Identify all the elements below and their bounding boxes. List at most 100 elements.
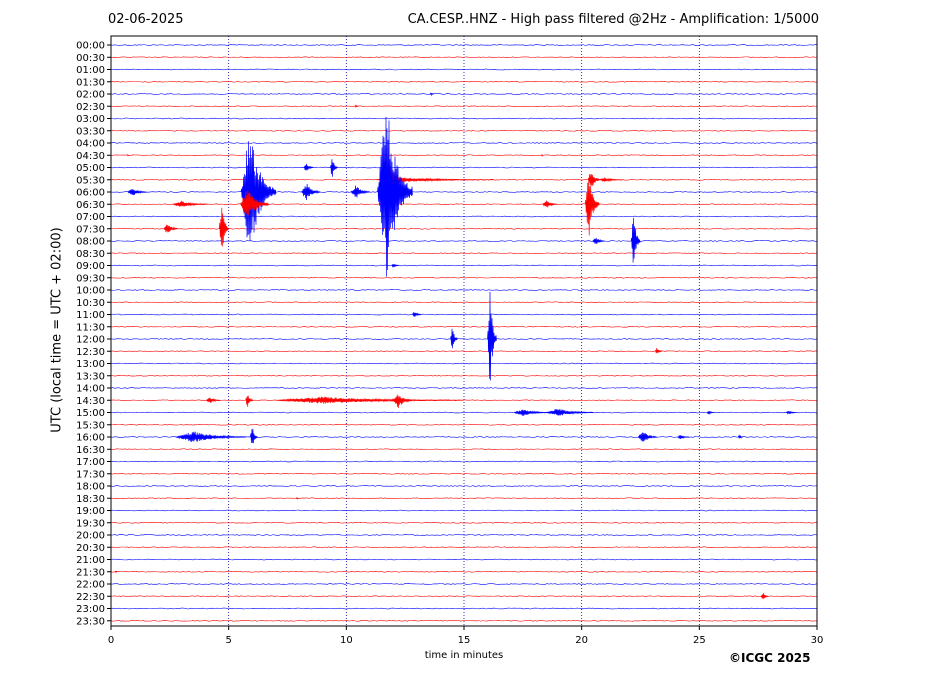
trace-row-0500 (110, 166, 818, 169)
y-tick-label: 14:00 (76, 384, 105, 395)
y-tick-label: 16:30 (76, 445, 105, 456)
y-tick-label: 11:30 (76, 322, 105, 333)
trace-row-0230 (110, 105, 818, 108)
chart-date: 02-06-2025 (108, 12, 184, 27)
trace-row-1930 (110, 521, 818, 524)
event-0630-3 (172, 200, 208, 207)
y-tick-label: 05:00 (76, 163, 105, 174)
trace-row-2030 (110, 546, 818, 549)
y-tick-label: 03:30 (76, 126, 105, 137)
event-1200-14.5 (450, 328, 458, 349)
trace-row-1300 (110, 362, 818, 365)
y-tick-label: 04:00 (76, 139, 105, 150)
x-tick-label: 10 (340, 635, 353, 646)
event-0600-11.7 (377, 116, 413, 277)
trace-row-2300 (110, 607, 818, 610)
event-1100-12.9 (411, 312, 422, 317)
y-tick-label: 07:00 (76, 212, 105, 223)
event-1500-19 (546, 408, 594, 416)
y-tick-label: 20:00 (76, 531, 105, 542)
trace-row-1630 (110, 448, 818, 451)
trace-row-2230 (110, 595, 818, 598)
y-tick-label: 06:00 (76, 188, 105, 199)
event-0600-5.9 (240, 141, 277, 241)
event-0800-20.6 (592, 238, 605, 245)
trace-row-0330 (110, 129, 818, 132)
y-tick-label: 19:00 (76, 506, 105, 517)
event-0630-18.5 (542, 200, 558, 208)
event-2230-27.7 (760, 593, 769, 600)
trace-lines (110, 44, 818, 622)
event-1600-22.6 (637, 432, 657, 442)
y-tick-label: 08:30 (76, 249, 105, 260)
event-1430-9 (275, 396, 464, 404)
trace-row-0000 (110, 44, 818, 46)
trace-row-0630 (110, 203, 818, 206)
y-tick-label: 22:00 (76, 580, 105, 591)
trace-row-2000 (110, 534, 818, 536)
y-tick-label: 20:30 (76, 543, 105, 554)
copyright-notice: ©ICGC 2025 (729, 651, 811, 665)
trace-row-1700 (110, 460, 818, 463)
event-1600-24.2 (677, 434, 690, 440)
event-0200-13.6 (429, 92, 434, 97)
y-tick-label: 17:00 (76, 457, 105, 468)
trace-row-1900 (110, 509, 818, 512)
event-0430-0.7 (126, 154, 130, 157)
x-tick-label: 25 (693, 635, 706, 646)
y-tick-label: 02:30 (76, 102, 105, 113)
event-0530-21 (599, 177, 623, 183)
trace-row-1830 (110, 497, 818, 500)
x-tick-label: 5 (225, 635, 231, 646)
y-tick-label: 17:30 (76, 469, 105, 480)
y-tick-label: 21:00 (76, 555, 105, 566)
chart-title: CA.CESP..HNZ - High pass filtered @2Hz -… (407, 12, 819, 27)
event-0600-8.3 (301, 183, 321, 201)
y-tick-label: 00:00 (76, 41, 105, 52)
trace-row-2200 (110, 583, 818, 585)
trace-row-0600 (110, 191, 818, 193)
trace-row-1800 (110, 485, 818, 487)
event-1430-12.2 (393, 394, 413, 408)
y-tick-label: 03:00 (76, 114, 105, 125)
trace-row-1200 (110, 338, 818, 340)
trace-row-0700 (110, 215, 818, 218)
x-tick-label: 0 (108, 635, 114, 646)
seismic-events (114, 92, 796, 600)
event-0630-20.3 (584, 179, 600, 236)
y-tick-label: 15:00 (76, 408, 105, 419)
event-0500-9.4 (330, 159, 338, 177)
y-tick-label: 19:30 (76, 518, 105, 529)
event-0730-4.7 (218, 207, 229, 247)
trace-row-2100 (110, 558, 818, 561)
y-tick-label: 18:30 (76, 494, 105, 505)
trace-row-1230 (110, 350, 818, 353)
y-tick-label: 12:30 (76, 347, 105, 358)
event-1830-7.9 (296, 497, 299, 500)
event-1500-28.8 (786, 411, 796, 415)
event-1200-16.1 (487, 291, 497, 381)
trace-row-1400 (110, 387, 818, 389)
y-tick-label: 23:30 (76, 616, 105, 627)
trace-row-1000 (110, 289, 818, 291)
x-tick-labels: 0 5 10 15 20 25 30 (108, 626, 823, 646)
y-tick-label: 15:30 (76, 420, 105, 431)
event-1600-6 (250, 428, 258, 444)
y-tick-label: 12:00 (76, 335, 105, 346)
y-tick-label: 10:00 (76, 286, 105, 297)
trace-row-0100 (110, 68, 818, 71)
y-tick-label: 13:30 (76, 371, 105, 382)
trace-row-0930 (110, 276, 818, 279)
y-tick-label: 18:00 (76, 482, 105, 493)
trace-row-1730 (110, 472, 818, 475)
trace-row-1030 (110, 301, 818, 304)
trace-row-1530 (110, 423, 818, 426)
y-tick-label: 11:00 (76, 310, 105, 321)
trace-row-2130 (110, 570, 818, 573)
trace-row-1330 (110, 374, 818, 377)
y-tick-label: 02:00 (76, 90, 105, 101)
y-tick-label: 22:30 (76, 592, 105, 603)
y-tick-label: 01:00 (76, 65, 105, 76)
trace-row-1430 (110, 399, 818, 402)
